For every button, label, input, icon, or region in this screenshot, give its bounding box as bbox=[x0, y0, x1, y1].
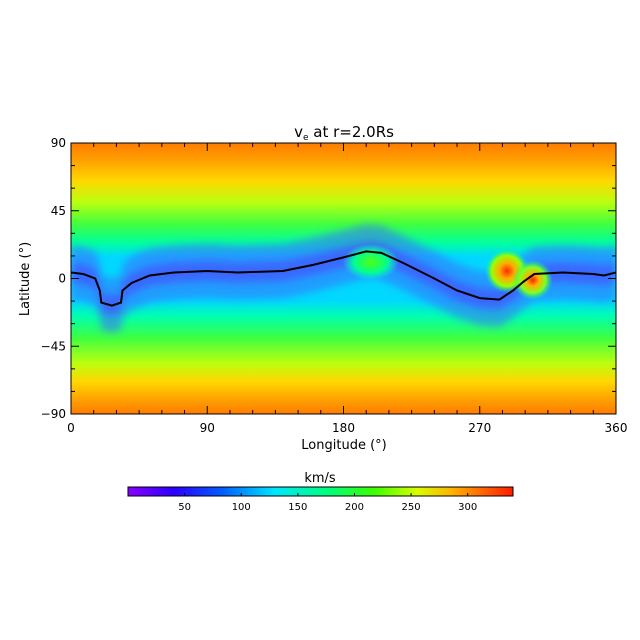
x-tick-label: 0 bbox=[67, 421, 75, 435]
y-tick-label: 0 bbox=[58, 272, 66, 286]
heatmap-plot bbox=[71, 143, 616, 414]
colorbar-tick-label: 50 bbox=[178, 502, 191, 513]
colorbar-gradient bbox=[127, 486, 514, 497]
chart-title: ve at r=2.0Rs bbox=[294, 123, 394, 143]
fast-spot bbox=[342, 243, 399, 280]
y-axis: 90 45 0 −45 −90 bbox=[41, 136, 616, 421]
colorbar-ticks: 50 100 150 200 250 300 bbox=[178, 493, 477, 513]
colorbar-tick-label: 200 bbox=[345, 502, 364, 513]
x-tick-label: 180 bbox=[332, 421, 355, 435]
y-axis-label: Latitude (°) bbox=[18, 242, 33, 316]
x-axis: 0 90 180 270 360 bbox=[67, 143, 627, 435]
y-tick-label: −90 bbox=[41, 407, 66, 421]
colorbar-label: km/s bbox=[304, 471, 336, 486]
colorbar: km/s 50 100 150 200 250 300 bbox=[127, 471, 514, 513]
colorbar-tick-label: 100 bbox=[232, 502, 251, 513]
colorbar-tick-label: 300 bbox=[458, 502, 477, 513]
title-rest: at r=2.0Rs bbox=[309, 123, 395, 141]
x-tick-label: 90 bbox=[200, 421, 215, 435]
colorbar-tick-label: 150 bbox=[288, 502, 307, 513]
x-tick-label: 360 bbox=[605, 421, 628, 435]
y-tick-label: 90 bbox=[51, 136, 66, 150]
neutral-line bbox=[71, 250, 616, 307]
title-subscript: e bbox=[303, 133, 309, 143]
x-axis-label: Longitude (°) bbox=[301, 438, 386, 453]
fast-spot bbox=[512, 260, 553, 301]
y-tick-label: −45 bbox=[41, 339, 66, 353]
colorbar-tick-label: 250 bbox=[402, 502, 421, 513]
title-main: v bbox=[294, 123, 303, 141]
y-tick-label: 45 bbox=[51, 204, 66, 218]
x-tick-label: 270 bbox=[468, 421, 491, 435]
